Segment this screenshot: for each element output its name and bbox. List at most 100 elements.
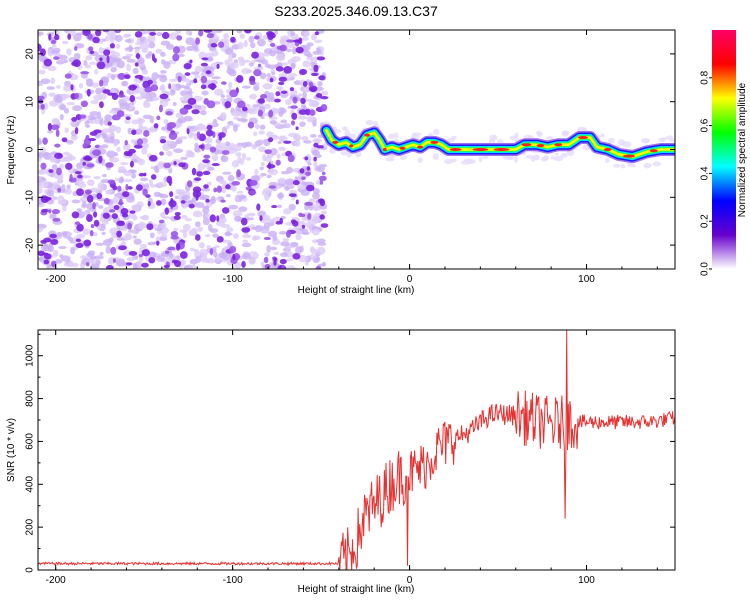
noise-blob — [257, 146, 266, 153]
halo-blob — [365, 119, 374, 126]
noise-blob — [314, 39, 323, 44]
noise-blob — [139, 177, 149, 182]
halo-blob — [463, 158, 474, 163]
noise-blob — [168, 83, 172, 90]
noise-blob — [82, 161, 86, 166]
noise-blob — [188, 128, 197, 133]
noise-blob — [148, 41, 156, 49]
noise-blob — [138, 172, 145, 177]
ridge-hotspot — [622, 154, 635, 158]
noise-blob — [268, 185, 277, 189]
noise-blob — [103, 206, 112, 214]
noise-blob — [157, 181, 168, 188]
noise-blob — [204, 233, 211, 238]
noise-blob — [290, 120, 296, 126]
noise-blob — [94, 69, 99, 75]
noise-blob — [200, 110, 207, 116]
noise-blob — [266, 174, 272, 179]
noise-blob — [205, 70, 212, 75]
noise-blob — [52, 183, 59, 188]
noise-blob — [163, 162, 171, 169]
noise-blob — [301, 224, 306, 229]
noise-blob — [249, 251, 257, 255]
noise-blob — [168, 32, 178, 40]
noise-blob — [53, 56, 60, 60]
noise-blob — [291, 112, 298, 120]
noise-blob — [48, 248, 54, 253]
noise-blob — [81, 201, 87, 208]
noise-blob — [168, 180, 172, 186]
top-x-tick-label: 0 — [407, 274, 413, 285]
top-x-label: Height of straight line (km) — [298, 285, 415, 296]
noise-blob — [161, 222, 167, 229]
noise-blob — [204, 213, 210, 218]
noise-blob — [137, 57, 145, 65]
noise-blob — [186, 128, 190, 135]
noise-blob — [280, 90, 288, 94]
bottom-y-tick-label: 200 — [25, 518, 36, 535]
noise-blob — [99, 118, 104, 126]
noise-blob — [173, 46, 181, 55]
noise-blob — [88, 116, 97, 120]
spectrogram-area — [38, 30, 675, 269]
noise-blob — [131, 229, 137, 235]
noise-blob — [209, 248, 214, 256]
noise-blob — [86, 88, 91, 97]
noise-blob — [43, 196, 51, 202]
noise-blob — [260, 229, 269, 234]
noise-blob — [86, 163, 95, 168]
noise-blob — [133, 144, 143, 149]
ridge-hotspot — [332, 140, 339, 144]
noise-blob — [38, 175, 42, 181]
noise-blob — [241, 260, 246, 268]
noise-blob — [184, 85, 190, 90]
noise-blob — [95, 87, 102, 95]
noise-blob — [149, 31, 157, 36]
noise-blob — [205, 129, 214, 137]
noise-blob — [191, 167, 197, 176]
bottom-y-label: SNR (10 * v/v) — [6, 418, 17, 482]
noise-blob — [49, 213, 57, 219]
noise-blob — [150, 84, 159, 92]
noise-blob — [90, 100, 99, 105]
noise-blob — [151, 53, 155, 62]
noise-blob — [54, 34, 60, 41]
noise-blob — [59, 104, 67, 111]
noise-blob — [126, 58, 137, 63]
noise-blob — [306, 42, 314, 47]
bottom-x-tick-label: 100 — [578, 575, 595, 586]
noise-blob — [134, 48, 140, 55]
noise-blob — [85, 134, 90, 141]
noise-blob — [109, 209, 116, 213]
noise-blob — [251, 51, 259, 59]
noise-blob — [225, 184, 231, 190]
noise-blob — [55, 60, 65, 65]
noise-blob — [148, 257, 156, 264]
noise-blob — [124, 74, 131, 80]
noise-blob — [260, 115, 265, 120]
noise-blob — [241, 85, 251, 89]
noise-blob — [113, 204, 120, 211]
noise-blob — [209, 214, 216, 223]
noise-blob — [317, 80, 323, 87]
noise-blob — [43, 58, 53, 67]
noise-blob — [231, 180, 241, 186]
noise-blob — [242, 234, 252, 239]
noise-blob — [234, 261, 242, 269]
noise-blob — [74, 46, 78, 51]
noise-blob — [279, 38, 285, 45]
noise-blob — [70, 84, 74, 91]
noise-blob — [200, 62, 209, 67]
noise-blob — [225, 141, 230, 147]
noise-blob — [240, 217, 248, 226]
bottom-y-tick-label: 1000 — [25, 344, 36, 367]
noise-blob — [241, 227, 251, 233]
noise-blob — [291, 46, 297, 55]
noise-blob — [167, 121, 177, 129]
noise-blob — [125, 262, 133, 266]
noise-blob — [281, 264, 285, 269]
noise-blob — [311, 149, 320, 156]
noise-blob — [75, 238, 82, 242]
noise-blob — [273, 257, 278, 262]
noise-blob — [279, 258, 287, 265]
